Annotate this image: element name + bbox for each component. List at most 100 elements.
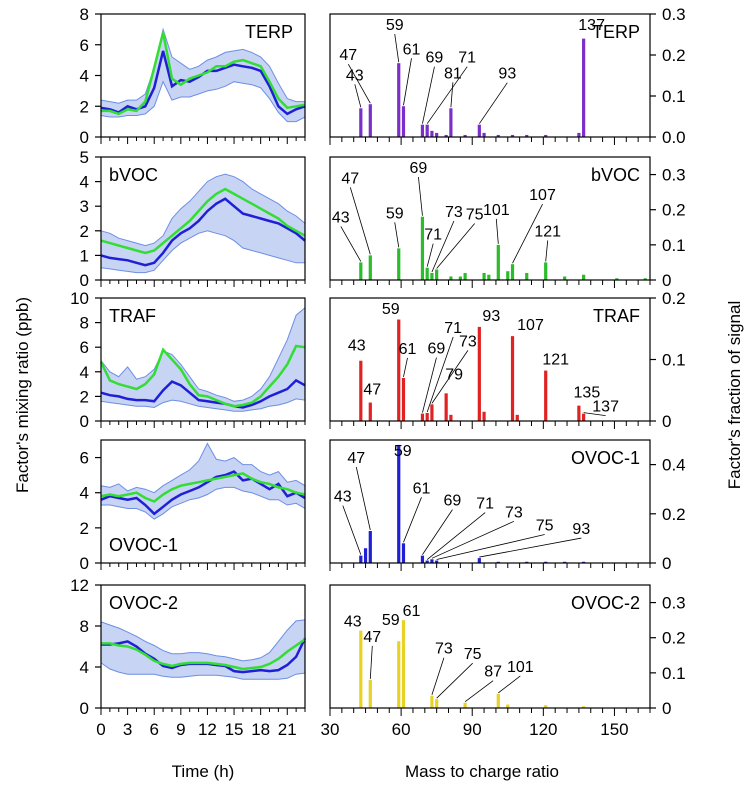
annotation-leader (431, 220, 455, 273)
bar-mz-135 (577, 405, 581, 421)
y-tick-label: 4 (80, 173, 89, 192)
peak-annotation: 101 (507, 659, 534, 676)
plot-frame (100, 584, 306, 709)
x-tick-label: 30 (321, 720, 340, 739)
y-tick-label: 0.2 (662, 46, 686, 65)
y-tick-label: 4 (80, 363, 89, 382)
annotation-leader (479, 537, 582, 558)
peak-annotation: 71 (424, 227, 442, 244)
bar-mz-135 (577, 132, 581, 137)
percentile-band (101, 619, 305, 680)
bar-mz-97 (487, 274, 491, 280)
peak-annotation: 47 (363, 629, 381, 646)
y-tick-label: 6 (80, 338, 89, 357)
y-tick-label: 0.3 (662, 594, 686, 613)
y-tick-label: 10 (70, 289, 89, 308)
y-tick-label: 8 (80, 617, 89, 636)
bar-mz-75 (435, 269, 439, 280)
diurnal-panel-ovoc-1: 0 2 4 6 OVOC-1 (80, 439, 306, 573)
diurnal-panel-terp: 0 2 4 6 8 TERP (80, 5, 306, 147)
peak-annotation: 47 (363, 382, 381, 399)
x-tick-label: 18 (251, 720, 270, 739)
factor-label: TRAF (593, 306, 640, 326)
y-tick-label: 0.3 (662, 5, 686, 24)
y-tick-label: 4 (80, 484, 89, 503)
bar-mz-69 (420, 216, 425, 280)
bar-mz-81 (449, 108, 453, 137)
bar-mz-121 (544, 134, 548, 137)
peak-annotation: 137 (578, 17, 605, 34)
peak-annotation: 71 (444, 320, 462, 337)
bar-mz-79 (444, 393, 448, 421)
bar-mz-87 (463, 272, 467, 280)
bar-mz-93 (477, 558, 481, 563)
bar-mz-59 (397, 444, 401, 563)
peak-annotation: 69 (426, 50, 444, 67)
bar-mz-101 (496, 244, 500, 280)
x-tick-label: 3 (123, 720, 132, 739)
bar-mz-69 (420, 555, 425, 563)
peak-annotation: 61 (403, 41, 421, 58)
y-tick-label: 4 (80, 658, 89, 677)
peak-annotation: 75 (536, 518, 554, 535)
bar-mz-59 (397, 248, 401, 280)
annotation-leader (369, 645, 373, 679)
bar-mz-107 (510, 264, 515, 280)
bar-mz-73 (430, 130, 434, 137)
peak-annotation: 59 (382, 301, 400, 318)
peak-annotation: 43 (348, 338, 366, 355)
right-y-axis-label: Factor's fraction of signal (725, 301, 744, 489)
y-tick-label: 6 (80, 449, 89, 468)
bar-mz-101 (496, 561, 500, 563)
y-tick-label: 0 (80, 554, 89, 573)
bar-mz-73 (430, 404, 434, 421)
diurnal-panel-traf: 0 2 4 6 8 10 TRAF (70, 289, 306, 431)
upper-percentile-line (100, 173, 306, 247)
x-tick-label: 120 (529, 720, 557, 739)
percentile-band (101, 174, 305, 273)
peak-annotation: 73 (505, 504, 523, 521)
peak-annotation: 71 (476, 496, 494, 513)
factor-label: bVOC (109, 165, 158, 185)
x-tick-label: 9 (176, 720, 185, 739)
annotation-leader (422, 509, 453, 555)
annotation-leader (498, 675, 521, 694)
y-tick-label: 2 (80, 222, 89, 241)
annotation-leader (403, 58, 412, 106)
x-tick-label: 21 (278, 720, 297, 739)
x-tick-label: 60 (392, 720, 411, 739)
bar-mz-93 (477, 326, 481, 421)
x-tick-label: 12 (198, 720, 217, 739)
y-tick-label: 3 (80, 197, 89, 216)
annotation-leader (495, 218, 499, 244)
annotation-leader (340, 226, 362, 262)
annotation-leader (422, 66, 435, 124)
spectrum-panel-ovoc-1: 0 0.2 0.4 OVOC-1 43 47 59 61 69 71 73 75 93 (329, 439, 686, 573)
mean-line (101, 32, 306, 116)
y-tick-label: 6 (80, 36, 89, 55)
annotation-leader (436, 662, 473, 699)
left-y-axis-label: Factor's mixing ratio (ppb) (13, 297, 32, 493)
bar-mz-87 (463, 702, 467, 708)
factor-label: TRAF (109, 306, 156, 326)
peak-annotation: 59 (386, 205, 404, 222)
lower-percentile-line (100, 398, 306, 412)
bar-mz-71 (425, 267, 429, 280)
upper-percentile-line (100, 442, 306, 494)
y-tick-label: 0.0 (662, 128, 686, 147)
peak-annotation: 69 (428, 341, 446, 358)
bar-mz-47 (368, 531, 372, 563)
bar-mz-95 (482, 411, 486, 421)
bar-mz-137 (582, 561, 586, 563)
bar-mz-61 (401, 543, 406, 563)
annotation-leader (426, 66, 468, 124)
peak-annotation: 59 (386, 17, 404, 34)
bar-mz-81 (449, 276, 453, 280)
y-tick-label: 0.1 (662, 351, 686, 370)
peak-annotation: 75 (466, 206, 484, 223)
y-tick-label: 0.2 (662, 289, 686, 308)
peak-annotation: 121 (542, 352, 569, 369)
lower-percentile-line (100, 230, 305, 274)
y-tick-label: 0 (80, 699, 89, 718)
